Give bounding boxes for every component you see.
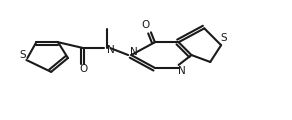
Text: O: O xyxy=(142,20,150,30)
Text: N: N xyxy=(130,47,138,57)
Text: N: N xyxy=(178,66,185,76)
Text: S: S xyxy=(19,50,26,60)
Text: O: O xyxy=(80,64,88,74)
Text: N: N xyxy=(107,45,114,55)
Text: S: S xyxy=(221,33,227,43)
